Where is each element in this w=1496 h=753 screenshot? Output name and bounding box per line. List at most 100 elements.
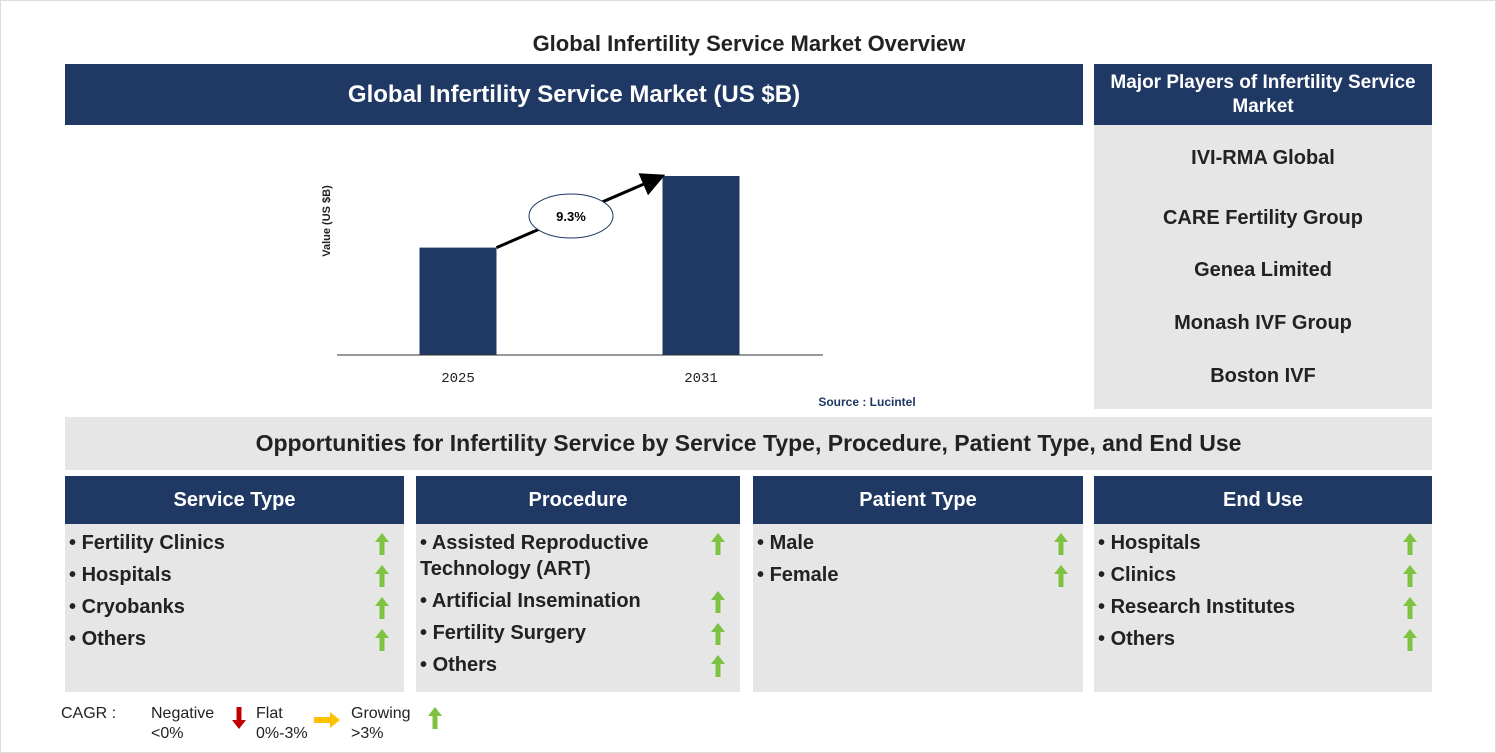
arrow-shape [1403, 565, 1417, 587]
bar [419, 247, 497, 355]
segment-title: Procedure [416, 476, 740, 524]
segment-item: Hospitals [69, 562, 400, 588]
item-label: Artificial Insemination [431, 590, 641, 612]
legend-name: Negative [151, 705, 215, 722]
arrow-shape [711, 591, 725, 613]
legend-icon [231, 707, 247, 734]
segment-item: Fertility Surgery [420, 620, 736, 646]
trend-arrow [1403, 629, 1417, 651]
x-tick-label: 2025 [441, 371, 475, 387]
segment-item: Others [1098, 626, 1428, 652]
segment-item: Assisted Reproductive Technology (ART) [420, 530, 736, 582]
trend-arrow [232, 707, 246, 729]
arrow-shape [711, 623, 725, 645]
segment-item: Clinics [1098, 562, 1428, 588]
item-label: Female [769, 564, 839, 586]
arrow-shape [711, 655, 725, 677]
segment-body: Assisted Reproductive Technology (ART) Ar… [416, 524, 740, 692]
legend-name: Flat [256, 705, 283, 722]
arrow-shape [375, 533, 389, 555]
legend-icon [427, 707, 443, 734]
player-name: Monash IVF Group [1174, 312, 1352, 334]
cagr-label: 9.3% [556, 209, 586, 224]
item-label: Others [1110, 628, 1176, 650]
trend-arrow [375, 533, 389, 555]
item-label: Assisted Reproductive Technology (ART) [420, 532, 649, 580]
trend-arrow [711, 623, 725, 645]
item-label: Others [432, 654, 498, 676]
players-title: Major Players of Infertility Service Mar… [1094, 64, 1432, 125]
chart: Value (US $B) 2025 2031 9.3% Source : Lucint… [321, 173, 916, 409]
legend-range: 0%-3% [256, 725, 308, 742]
segment-item: Research Institutes [1098, 594, 1428, 620]
item-label: Others [81, 628, 147, 650]
legend-icon [314, 709, 340, 736]
trend-arrow [1403, 597, 1417, 619]
segment-item: Female [757, 562, 1079, 588]
segment-item: Artificial Insemination [420, 588, 736, 614]
chart-title: Global Infertility Service Market (US $B… [65, 64, 1083, 125]
trend-arrow [1403, 533, 1417, 555]
player-name: Genea Limited [1194, 259, 1332, 281]
arrow-shape [232, 707, 246, 729]
segment-title: Service Type [65, 476, 404, 524]
cagr-bubble [528, 193, 614, 239]
segment-item: Hospitals [1098, 530, 1428, 556]
segment-body: Male Female [753, 524, 1083, 692]
trend-arrow [314, 712, 340, 728]
trend-arrow [375, 629, 389, 651]
source: Source : Lucintel [818, 395, 915, 409]
segment-item: Cryobanks [69, 594, 400, 620]
opportunities-title: Opportunities for Infertility Service by… [65, 417, 1432, 470]
arrow-shape [428, 707, 442, 729]
player-name: CARE Fertility Group [1162, 207, 1363, 229]
trend-arrow [711, 655, 725, 677]
item-label: Male [769, 532, 815, 554]
segment-item: Others [69, 626, 400, 652]
arrow-shape [1403, 533, 1417, 555]
trend-arrow [711, 591, 725, 613]
arrow-shape [1403, 629, 1417, 651]
arrow-shape [375, 629, 389, 651]
player-name: IVI-RMA Global [1191, 147, 1335, 169]
legend-range: <0% [151, 725, 184, 742]
segment-title: End Use [1094, 476, 1432, 524]
bar [662, 176, 740, 355]
player-name: Boston IVF [1210, 365, 1316, 387]
arrow-shape [314, 712, 340, 728]
trend-arrow [1403, 565, 1417, 587]
item-label: Hospitals [81, 564, 172, 586]
item-label: Fertility Surgery [432, 622, 586, 644]
item-label: Fertility Clinics [81, 532, 225, 554]
arrow-shape [1054, 565, 1068, 587]
legend-range: >3% [351, 725, 384, 742]
trend-arrow [1054, 565, 1068, 587]
trend-arrow [711, 533, 725, 555]
legend-label: CAGR : [61, 705, 117, 722]
arrow-shape [1403, 597, 1417, 619]
trend-arrow [1054, 533, 1068, 555]
arrow-shape [375, 597, 389, 619]
item-label: Clinics [1110, 564, 1177, 586]
segment-body: Hospitals Clinics Research Institutes Other… [1094, 524, 1432, 692]
page-title: Global Infertility Service Market Overvi… [532, 31, 966, 56]
arrow-shape [375, 565, 389, 587]
item-label: Research Institutes [1110, 596, 1296, 618]
item-label: Hospitals [1110, 532, 1201, 554]
segment-title: Patient Type [753, 476, 1083, 524]
trend-arrow [375, 597, 389, 619]
segment-item: Others [420, 652, 736, 678]
item-label: Cryobanks [81, 596, 185, 618]
x-tick-label: 2031 [684, 371, 718, 387]
trend-arrow [375, 565, 389, 587]
segment-item: Fertility Clinics [69, 530, 400, 556]
y-axis-label: Value (US $B) [321, 185, 333, 257]
players-box: IVI-RMA Global CARE Fertility Group Genea … [1094, 125, 1432, 409]
arrow-shape [711, 533, 725, 555]
segment-item: Male [757, 530, 1079, 556]
legend-name: Growing [351, 705, 411, 722]
arrow-shape [1054, 533, 1068, 555]
trend-arrow [428, 707, 442, 729]
segment-body: Fertility Clinics Hospitals Cryobanks Other… [65, 524, 404, 692]
